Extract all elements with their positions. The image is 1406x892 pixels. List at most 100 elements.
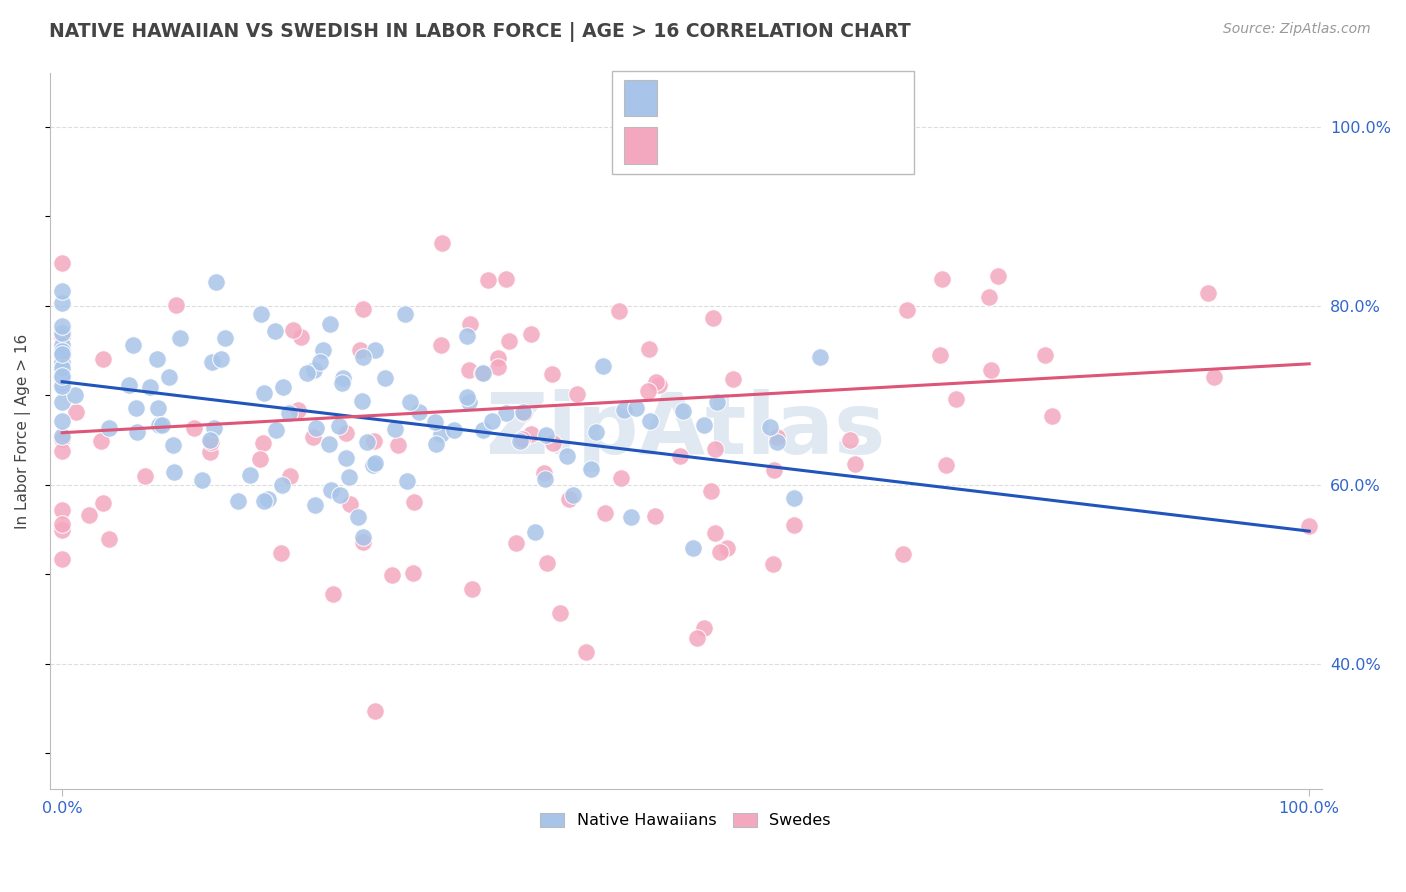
Point — [458, 317, 481, 331]
Point — [481, 414, 503, 428]
Point — [252, 436, 274, 450]
Text: 115: 115 — [852, 88, 890, 108]
Point — [51, 330, 73, 344]
Point — [609, 471, 631, 485]
Point — [271, 477, 294, 491]
Point — [702, 310, 724, 325]
Point — [457, 363, 479, 377]
Point — [505, 535, 527, 549]
Point — [253, 385, 276, 400]
Point — [51, 379, 73, 393]
Point — [318, 437, 340, 451]
Point — [157, 369, 180, 384]
FancyBboxPatch shape — [624, 79, 657, 117]
Text: ZipAtlas: ZipAtlas — [485, 390, 886, 473]
Point — [709, 545, 731, 559]
Point — [183, 421, 205, 435]
Point — [91, 496, 114, 510]
Text: R =: R = — [665, 88, 699, 108]
Point — [51, 326, 73, 340]
Point — [524, 524, 547, 539]
Point — [620, 509, 643, 524]
Point — [321, 483, 343, 497]
Point — [555, 449, 578, 463]
Point — [257, 491, 280, 506]
Point — [692, 621, 714, 635]
Point — [308, 355, 330, 369]
Point — [352, 302, 374, 317]
Text: 0.125: 0.125 — [721, 136, 787, 154]
Point — [200, 433, 222, 447]
Point — [456, 329, 478, 343]
Point — [139, 380, 162, 394]
Point — [721, 372, 744, 386]
Point — [302, 363, 325, 377]
Point — [1204, 370, 1226, 384]
Point — [51, 444, 73, 458]
Point — [250, 307, 273, 321]
Point — [534, 428, 557, 442]
Point — [423, 416, 446, 430]
Point — [558, 491, 581, 506]
Point — [762, 557, 785, 571]
Point — [364, 343, 387, 357]
Point — [509, 434, 531, 448]
Point — [51, 338, 73, 352]
Point — [533, 472, 555, 486]
Point — [567, 387, 589, 401]
Point — [425, 437, 447, 451]
Point — [352, 534, 374, 549]
Point — [200, 434, 222, 449]
Point — [931, 272, 953, 286]
Point — [461, 582, 484, 596]
Text: Source: ZipAtlas.com: Source: ZipAtlas.com — [1223, 22, 1371, 37]
Point — [124, 401, 146, 415]
Point — [51, 516, 73, 531]
Point — [169, 331, 191, 345]
Point — [541, 435, 564, 450]
Point — [281, 323, 304, 337]
Point — [51, 343, 73, 358]
Point — [328, 419, 350, 434]
Point — [51, 347, 73, 361]
Point — [364, 456, 387, 470]
Point — [51, 376, 73, 390]
Point — [304, 499, 326, 513]
Text: R =: R = — [665, 136, 699, 154]
Point — [637, 384, 659, 398]
Point — [335, 451, 357, 466]
Point — [716, 541, 738, 555]
Point — [624, 401, 647, 415]
Point — [592, 359, 614, 373]
Point — [766, 434, 789, 449]
Point — [486, 359, 509, 374]
Point — [613, 403, 636, 417]
Point — [758, 420, 780, 434]
Point — [782, 518, 804, 533]
Point — [498, 334, 520, 348]
Point — [533, 466, 555, 480]
Point — [395, 474, 418, 488]
Point — [945, 392, 967, 407]
Point — [295, 366, 318, 380]
Point — [402, 566, 425, 581]
Point — [935, 458, 957, 472]
Point — [165, 298, 187, 312]
Point — [1033, 348, 1056, 362]
Point — [766, 430, 789, 444]
Point — [249, 452, 271, 467]
Text: -0.424: -0.424 — [721, 88, 789, 108]
Point — [693, 418, 716, 433]
Point — [844, 457, 866, 471]
Point — [472, 423, 495, 437]
Point — [51, 524, 73, 538]
Point — [302, 430, 325, 444]
Point — [381, 567, 404, 582]
Point — [264, 325, 287, 339]
Point — [430, 337, 453, 351]
Point — [148, 417, 170, 432]
Point — [575, 644, 598, 658]
Point — [134, 468, 156, 483]
Point — [150, 418, 173, 433]
Point — [91, 352, 114, 367]
